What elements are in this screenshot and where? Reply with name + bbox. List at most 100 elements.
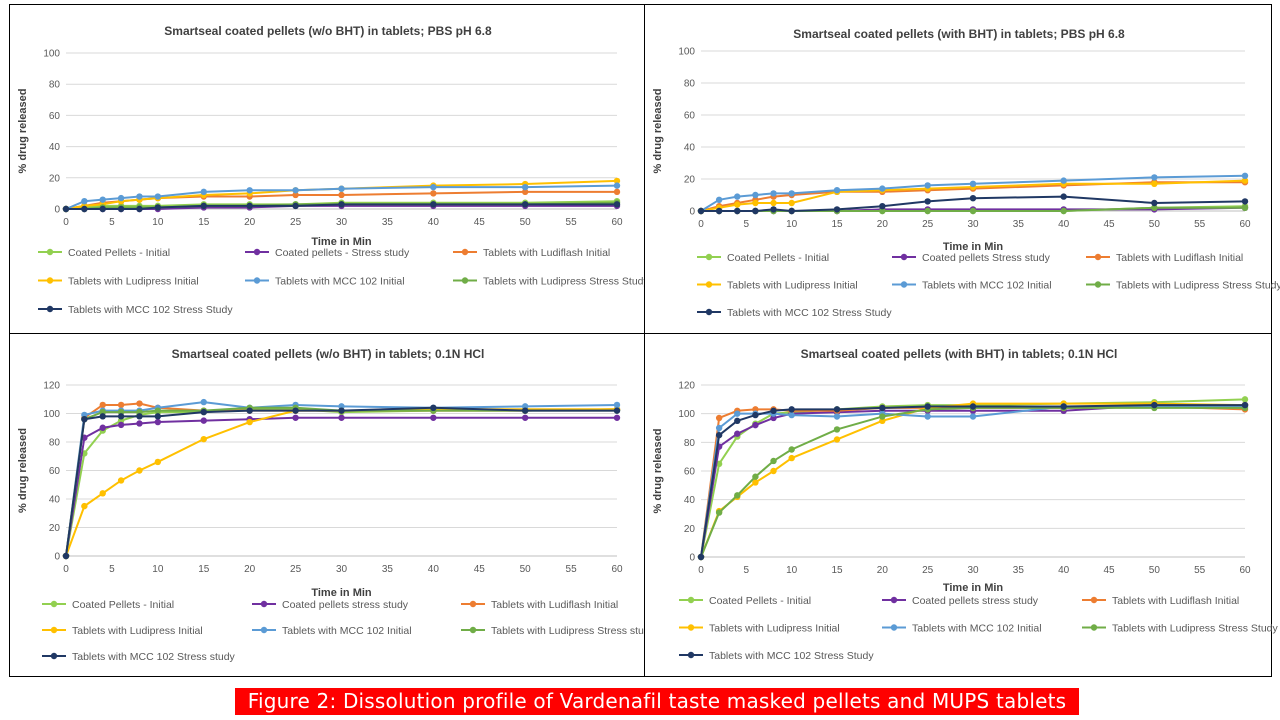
data-point <box>697 553 705 561</box>
data-point <box>136 205 143 213</box>
x-tick-label: 60 <box>611 564 623 575</box>
legend-label: Tablets with Ludipress Initial <box>709 623 840 635</box>
y-tick-label: 80 <box>684 79 696 90</box>
x-tick-label: 15 <box>198 217 210 228</box>
data-point <box>521 188 529 196</box>
data-point <box>292 202 299 210</box>
x-axis-title: Time in Min <box>311 587 372 599</box>
legend-label: Tablets with Ludipress Stress Study <box>1112 623 1278 635</box>
series-line <box>700 398 1246 558</box>
data-point <box>521 201 529 208</box>
chart-title: Smartseal coated pellets (with BHT) in t… <box>801 347 1118 361</box>
data-point <box>715 431 723 439</box>
x-tick-label: 35 <box>382 217 394 228</box>
data-point <box>154 193 162 200</box>
data-point <box>292 187 299 194</box>
series-line <box>65 401 618 557</box>
x-tick-label: 25 <box>290 217 302 228</box>
data-point <box>117 194 125 202</box>
x-tick-label: 30 <box>967 565 979 576</box>
data-point <box>879 413 886 420</box>
series-line <box>65 408 618 557</box>
x-tick-label: 5 <box>744 565 750 576</box>
data-point <box>81 205 88 213</box>
legend-label: Tablets with Ludipress Initial <box>72 625 203 637</box>
legend-item: Tablets with Ludipress Initial <box>697 280 858 292</box>
x-tick-label: 5 <box>744 219 750 230</box>
legend-label: Coated pellets stress study <box>282 599 409 611</box>
legend-marker <box>1094 253 1102 261</box>
x-tick-label: 55 <box>1194 219 1206 230</box>
legend-marker <box>461 277 469 284</box>
legend-item: Tablets with MCC 102 Stress Study <box>679 650 874 662</box>
data-point <box>136 413 143 420</box>
data-point <box>1241 401 1249 409</box>
data-point <box>924 413 931 420</box>
legend-label: Tablets with Ludipress Initial <box>727 280 858 292</box>
data-point <box>924 182 931 189</box>
y-axis-title: % drug released <box>17 428 29 513</box>
y-axis-title: % drug released <box>652 429 664 514</box>
y-tick-label: 120 <box>678 381 695 392</box>
data-point <box>1151 174 1158 181</box>
legend-item: Tablets with Ludipress Initial <box>679 623 840 635</box>
legend-label: Coated pellets Stress study <box>922 252 1051 264</box>
data-point <box>99 205 106 213</box>
legend-label: Coated Pellets - Initial <box>709 595 811 607</box>
series-line <box>700 406 1245 558</box>
y-axis-title: % drug released <box>652 89 664 174</box>
x-tick-label: 5 <box>109 217 115 228</box>
data-point <box>246 418 253 426</box>
series-4 <box>697 400 1249 561</box>
legend-marker <box>1094 281 1102 288</box>
y-tick-label: 120 <box>43 381 60 392</box>
data-point <box>752 191 759 199</box>
data-point <box>734 410 741 417</box>
data-point <box>200 408 207 416</box>
data-point <box>154 407 162 414</box>
data-point <box>1060 207 1067 215</box>
data-point <box>734 207 741 215</box>
chart-panel-top-left: Smartseal coated pellets (w/o BHT) in ta… <box>9 4 649 334</box>
x-tick-label: 60 <box>611 217 623 228</box>
data-point <box>292 407 299 414</box>
x-tick-label: 0 <box>698 565 704 576</box>
data-point <box>613 414 621 421</box>
legend-marker <box>687 596 695 604</box>
chart-top-right: Smartseal coated pellets (with BHT) in t… <box>652 27 1280 319</box>
data-point <box>154 458 162 466</box>
legend-item: Tablets with Ludipress Initial <box>42 625 203 637</box>
data-point <box>613 177 621 185</box>
data-point <box>200 188 207 196</box>
legend-marker <box>900 281 908 288</box>
series-7 <box>697 193 1249 215</box>
x-tick-label: 30 <box>336 217 348 228</box>
chart-panel-bottom-right: Smartseal coated pellets (with BHT) in t… <box>644 333 1278 677</box>
y-tick-label: 80 <box>49 438 61 449</box>
y-tick-label: 80 <box>49 80 61 91</box>
data-point <box>521 183 529 191</box>
data-point <box>136 400 143 407</box>
x-axis-title: Time in Min <box>311 236 372 248</box>
data-point <box>833 436 841 443</box>
data-point <box>770 199 777 207</box>
x-tick-label: 20 <box>877 219 889 230</box>
x-tick-label: 10 <box>786 565 798 576</box>
series-2 <box>62 414 621 560</box>
series-line <box>65 416 617 557</box>
data-point <box>521 414 529 421</box>
data-point <box>99 401 106 409</box>
data-point <box>833 426 841 433</box>
data-point <box>879 203 886 210</box>
series-line <box>65 406 617 557</box>
series-line <box>65 402 618 557</box>
legend-marker <box>260 600 268 608</box>
series-line <box>65 406 617 557</box>
legend-label: Tablets with Ludipress Stress study <box>491 625 656 637</box>
x-tick-label: 35 <box>1013 219 1025 230</box>
data-point <box>613 201 621 208</box>
y-tick-label: 100 <box>43 409 60 420</box>
legend-item: Tablets with Ludipress Initial <box>38 276 199 288</box>
y-tick-label: 20 <box>49 173 61 184</box>
data-point <box>1060 193 1067 200</box>
